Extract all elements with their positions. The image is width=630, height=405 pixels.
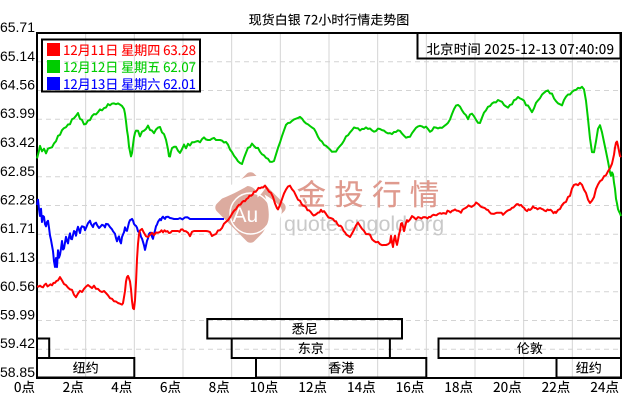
svg-text:63.42: 63.42: [0, 134, 35, 150]
svg-text:59.42: 59.42: [0, 335, 35, 351]
svg-text:65.14: 65.14: [0, 48, 35, 64]
svg-text:59.99: 59.99: [0, 307, 35, 323]
svg-text:62.85: 62.85: [0, 163, 35, 179]
svg-text:62.28: 62.28: [0, 192, 35, 208]
svg-text:61.13: 61.13: [0, 249, 35, 265]
svg-text:65.71: 65.71: [0, 19, 35, 35]
svg-text:64.56: 64.56: [0, 77, 35, 93]
svg-text:Au: Au: [233, 204, 259, 227]
svg-text:58.85: 58.85: [0, 364, 35, 380]
svg-text:63.99: 63.99: [0, 105, 35, 121]
svg-text:61.71: 61.71: [0, 220, 35, 236]
svg-text:60.56: 60.56: [0, 278, 35, 294]
